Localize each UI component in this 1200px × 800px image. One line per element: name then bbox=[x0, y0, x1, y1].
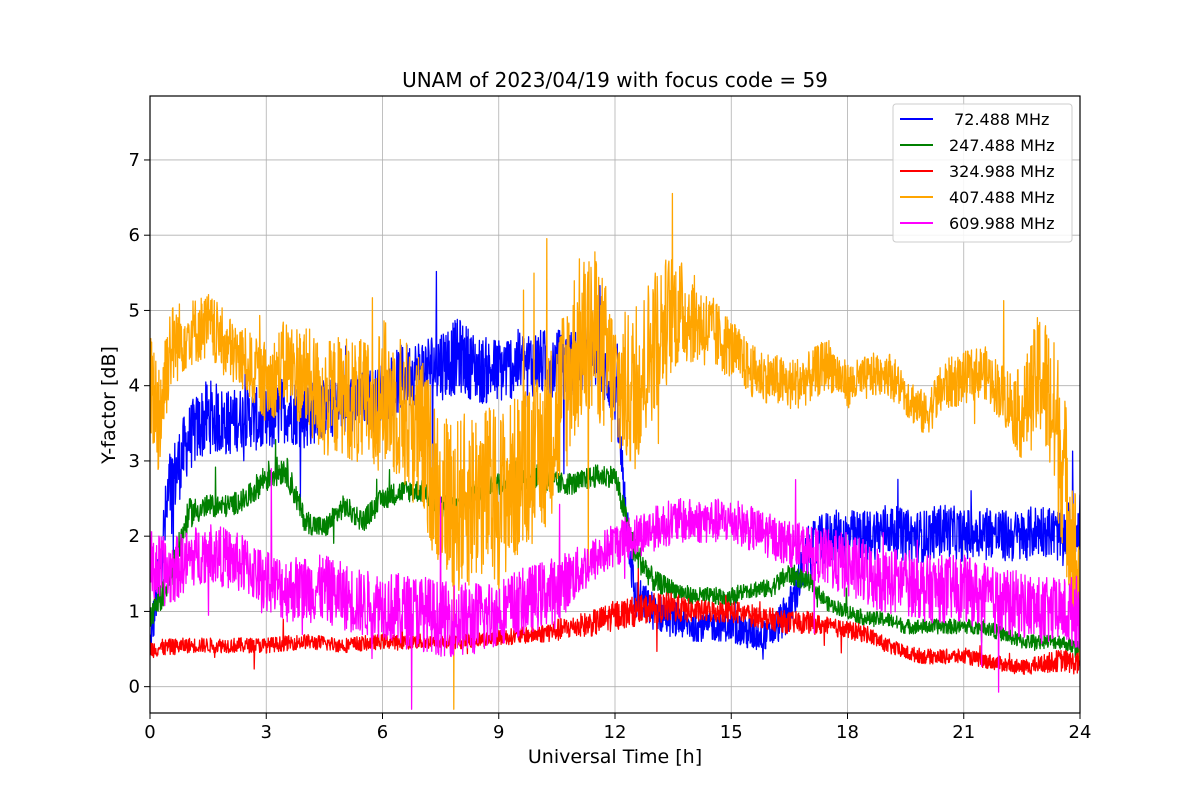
y-tick-label: 4 bbox=[129, 376, 140, 397]
x-tick-label: 9 bbox=[493, 722, 504, 743]
legend: 72.488 MHz 247.488 MHz 324.988 MHz 407.488 … bbox=[892, 103, 1073, 243]
legend-label: 609.988 MHz bbox=[949, 214, 1054, 233]
y-axis-label: Y-factor [dB] bbox=[98, 346, 120, 465]
y-tick-label: 3 bbox=[129, 451, 140, 472]
series-line-4 bbox=[150, 467, 1080, 710]
x-tick-label: 18 bbox=[836, 722, 859, 743]
series-layer bbox=[150, 192, 1080, 710]
x-axis-label: Universal Time [h] bbox=[528, 746, 702, 768]
legend-box bbox=[892, 103, 1073, 243]
x-tick-label: 3 bbox=[261, 722, 272, 743]
x-tick-label: 6 bbox=[377, 722, 388, 743]
series-line-1 bbox=[150, 438, 1080, 659]
x-tick-label: 12 bbox=[604, 722, 627, 743]
series-line-3 bbox=[150, 192, 1080, 710]
x-tick-label: 24 bbox=[1069, 722, 1092, 743]
y-axis: 0 1 2 3 4 5 6 7 bbox=[129, 150, 150, 698]
y-tick-label: 7 bbox=[129, 150, 140, 171]
y-tick-label: 0 bbox=[129, 677, 140, 698]
x-axis: 0 3 6 9 12 15 18 21 24 bbox=[144, 713, 1091, 743]
legend-label: 324.988 MHz bbox=[949, 162, 1054, 181]
chart-title: UNAM of 2023/04/19 with focus code = 59 bbox=[402, 68, 828, 92]
x-tick-label: 15 bbox=[720, 722, 743, 743]
legend-label: 247.488 MHz bbox=[949, 136, 1054, 155]
series-line-2 bbox=[150, 567, 1080, 676]
y-tick-label: 1 bbox=[129, 601, 140, 622]
y-tick-label: 2 bbox=[129, 526, 140, 547]
legend-label: 407.488 MHz bbox=[949, 188, 1054, 207]
legend-label: 72.488 MHz bbox=[949, 110, 1049, 129]
x-tick-label: 21 bbox=[952, 722, 975, 743]
y-tick-label: 5 bbox=[129, 300, 140, 321]
y-tick-label: 6 bbox=[129, 225, 140, 246]
x-tick-label: 0 bbox=[144, 722, 155, 743]
series-line-0 bbox=[150, 270, 1080, 660]
